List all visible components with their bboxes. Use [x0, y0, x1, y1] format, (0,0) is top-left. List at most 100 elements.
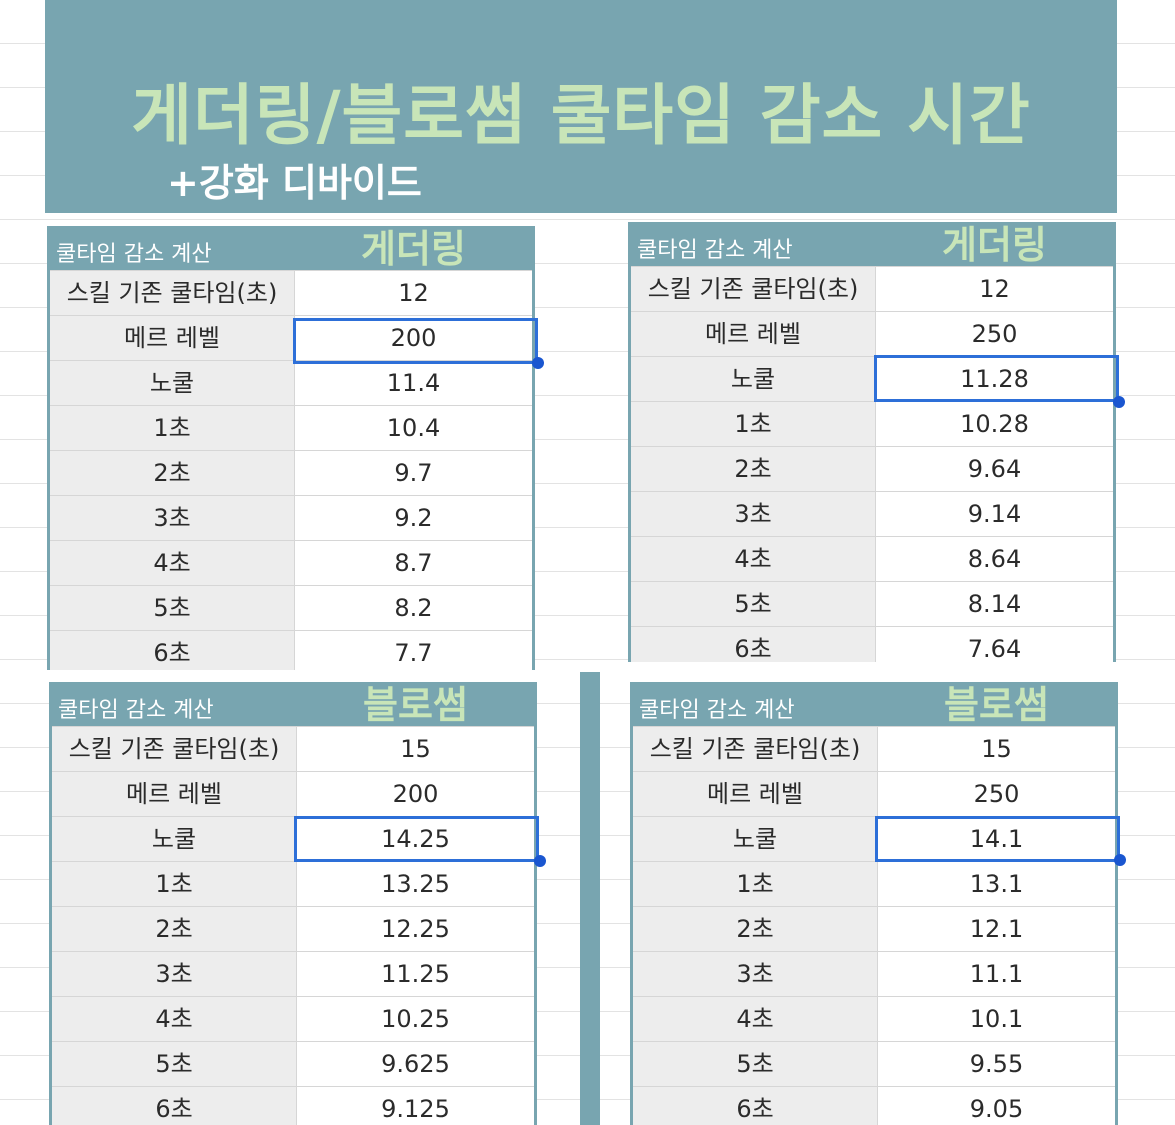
table-row: 2초 9.64: [631, 447, 1113, 492]
row-value[interactable]: 8.7: [295, 541, 532, 585]
row-value[interactable]: 11.1: [878, 952, 1115, 996]
table-row: 2초 9.7: [50, 451, 532, 496]
row-label[interactable]: 6초: [52, 1087, 297, 1125]
row-value[interactable]: 14.1: [878, 817, 1115, 861]
row-label[interactable]: 노쿨: [50, 361, 295, 405]
table-row: 메르 레벨 250: [633, 772, 1115, 817]
row-value[interactable]: 12.1: [878, 907, 1115, 951]
row-label[interactable]: 5초: [50, 586, 295, 630]
row-label[interactable]: 4초: [631, 537, 876, 581]
row-label[interactable]: 메르 레벨: [50, 316, 295, 360]
row-label[interactable]: 스킬 기존 쿨타임(초): [52, 727, 297, 771]
row-value[interactable]: 9.7: [295, 451, 532, 495]
row-label[interactable]: 4초: [633, 997, 878, 1041]
row-value[interactable]: 9.625: [297, 1042, 534, 1086]
row-value[interactable]: 7.64: [876, 627, 1113, 662]
row-value[interactable]: 7.7: [295, 631, 532, 670]
row-value[interactable]: 15: [297, 727, 534, 771]
row-value[interactable]: 250: [878, 772, 1115, 816]
row-value[interactable]: 9.2: [295, 496, 532, 540]
row-label[interactable]: 3초: [52, 952, 297, 996]
row-label[interactable]: 노쿨: [631, 357, 876, 401]
header-label: 쿨타임 감소 계산: [637, 238, 793, 263]
row-value[interactable]: 250: [876, 312, 1113, 356]
table-header: 쿨타임 감소 계산 게더링: [50, 226, 532, 271]
row-label[interactable]: 1초: [52, 862, 297, 906]
row-label[interactable]: 스킬 기존 쿨타임(초): [633, 727, 878, 771]
row-label[interactable]: 1초: [631, 402, 876, 446]
row-value[interactable]: 14.25: [297, 817, 534, 861]
row-value[interactable]: 13.1: [878, 862, 1115, 906]
row-value[interactable]: 8.64: [876, 537, 1113, 581]
row-value[interactable]: 15: [878, 727, 1115, 771]
row-value[interactable]: 8.2: [295, 586, 532, 630]
table-row: 메르 레벨 200: [52, 772, 534, 817]
row-label[interactable]: 6초: [631, 627, 876, 662]
row-value[interactable]: 10.4: [295, 406, 532, 450]
row-label[interactable]: 노쿨: [52, 817, 297, 861]
row-label[interactable]: 4초: [52, 997, 297, 1041]
row-value[interactable]: 9.64: [876, 447, 1113, 491]
table-row: 스킬 기존 쿨타임(초) 12: [631, 267, 1113, 312]
row-label[interactable]: 2초: [50, 451, 295, 495]
row-label[interactable]: 6초: [633, 1087, 878, 1125]
row-value[interactable]: 12: [295, 271, 532, 315]
row-value[interactable]: 8.14: [876, 582, 1113, 626]
table-row: 스킬 기존 쿨타임(초) 15: [633, 727, 1115, 772]
row-label[interactable]: 3초: [631, 492, 876, 536]
table-header: 쿨타임 감소 계산 블로썸: [52, 682, 534, 727]
table-row: 6초 7.7: [50, 631, 532, 670]
row-label[interactable]: 6초: [50, 631, 295, 670]
header-label: 쿨타임 감소 계산: [639, 698, 795, 723]
row-label[interactable]: 메르 레벨: [633, 772, 878, 816]
skill-name: 블로썸: [944, 683, 1049, 727]
table-row: 5초 9.625: [52, 1042, 534, 1087]
row-value[interactable]: 9.125: [297, 1087, 534, 1125]
row-label[interactable]: 5초: [633, 1042, 878, 1086]
row-label[interactable]: 3초: [633, 952, 878, 996]
row-value[interactable]: 9.55: [878, 1042, 1115, 1086]
row-value[interactable]: 200: [297, 772, 534, 816]
row-value[interactable]: 12: [876, 267, 1113, 311]
row-label[interactable]: 메르 레벨: [631, 312, 876, 356]
row-label[interactable]: 스킬 기존 쿨타임(초): [631, 267, 876, 311]
row-label[interactable]: 1초: [50, 406, 295, 450]
row-label[interactable]: 5초: [631, 582, 876, 626]
row-label[interactable]: 1초: [633, 862, 878, 906]
row-value[interactable]: 11.25: [297, 952, 534, 996]
row-value[interactable]: 11.4: [295, 361, 532, 405]
skill-name: 게더링: [361, 227, 466, 271]
table-blossom-200: 쿨타임 감소 계산 블로썸 스킬 기존 쿨타임(초) 15 메르 레벨 200 노쿨…: [49, 682, 537, 1125]
column-divider: [580, 672, 600, 1125]
row-label[interactable]: 2초: [52, 907, 297, 951]
row-value[interactable]: 10.25: [297, 997, 534, 1041]
row-value[interactable]: 200: [295, 316, 532, 360]
table-row: 노쿨 14.25: [52, 817, 534, 862]
row-label[interactable]: 5초: [52, 1042, 297, 1086]
fill-handle[interactable]: [1114, 854, 1126, 866]
row-label[interactable]: 노쿨: [633, 817, 878, 861]
row-label[interactable]: 4초: [50, 541, 295, 585]
row-label[interactable]: 메르 레벨: [52, 772, 297, 816]
row-value[interactable]: 10.1: [878, 997, 1115, 1041]
table-row: 1초 10.28: [631, 402, 1113, 447]
table-row: 2초 12.25: [52, 907, 534, 952]
banner-subtitle: +강화 디바이드: [167, 161, 422, 205]
fill-handle[interactable]: [532, 357, 544, 369]
row-value[interactable]: 9.14: [876, 492, 1113, 536]
row-value[interactable]: 12.25: [297, 907, 534, 951]
fill-handle[interactable]: [1113, 396, 1125, 408]
row-value[interactable]: 11.28: [876, 357, 1113, 401]
row-value[interactable]: 9.05: [878, 1087, 1115, 1125]
table-gathering-200: 쿨타임 감소 계산 게더링 스킬 기존 쿨타임(초) 12 메르 레벨 200 노쿨…: [47, 226, 535, 670]
row-value[interactable]: 13.25: [297, 862, 534, 906]
row-value[interactable]: 10.28: [876, 402, 1113, 446]
row-label[interactable]: 2초: [631, 447, 876, 491]
fill-handle[interactable]: [534, 855, 546, 867]
row-label[interactable]: 스킬 기존 쿨타임(초): [50, 271, 295, 315]
table-row: 3초 11.25: [52, 952, 534, 997]
row-label[interactable]: 2초: [633, 907, 878, 951]
table-row: 5초 9.55: [633, 1042, 1115, 1087]
table-row: 노쿨 11.28: [631, 357, 1113, 402]
row-label[interactable]: 3초: [50, 496, 295, 540]
